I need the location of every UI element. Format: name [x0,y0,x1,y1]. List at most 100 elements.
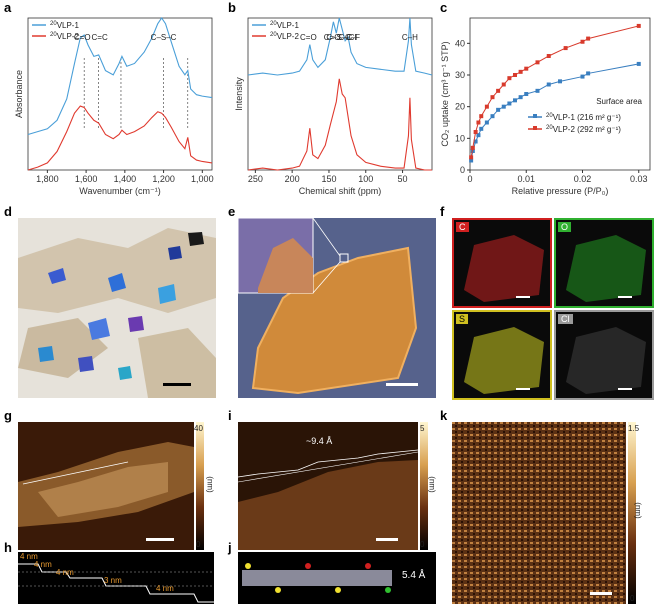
chart-c-co2-uptake: 0 0.01 0.02 0.03 0 10 20 30 40 Relative pressure … [440,17,651,196]
c-point-1 [496,107,501,112]
c-point-2 [546,54,551,58]
c-legend-title: Surface area [596,97,642,106]
step-4: 3 nm [104,576,122,585]
a-series-vlp-2 [27,105,213,171]
c-point-2 [535,60,540,65]
a-xlabel: Wavenumber (cm⁻¹) [79,186,160,196]
panel-label-h: h [4,540,12,555]
panel-g-afm-image [18,422,194,550]
c-point-1 [518,95,523,100]
b-legend-1: 20VLP-2 [270,32,299,41]
c-point-1 [473,139,478,144]
a-xtick-label: 1,400 [114,174,137,184]
a-xtick-label: 1,600 [75,174,98,184]
c-point-2 [496,88,501,93]
c-point-2 [501,82,506,87]
step-height-annotation: ~9.4 Å [306,436,333,446]
c-point-2 [476,120,481,125]
b-xtick-label: 100 [358,174,373,184]
scale-bar [376,538,398,541]
c-point-2 [470,145,475,150]
step-5: 4 nm [156,584,174,593]
panel-f-map-o: O [554,218,654,308]
panel-j-molecular-model: 5.4 Å [238,552,436,604]
panel-label-a: a [4,0,12,15]
c-point-1 [546,82,551,87]
a-xtick-label: 1,000 [191,174,214,184]
colorbar-k-min: 0 [630,594,635,603]
c-legend-1: 20VLP-2 (292 m² g⁻¹) [546,125,621,134]
b-series-vlp-1 [247,17,433,76]
c-point-2 [636,23,641,28]
c-xtick-label: 0.03 [630,174,648,184]
c-legend-0-marker [533,114,537,118]
panel-label-c: c [440,0,448,15]
map-label-c: C [456,222,469,232]
colorbar-g-min: 0 [196,540,201,549]
panel-label-j: j [228,540,232,555]
panel-f-map-c: C [452,218,552,308]
b-xtick-label: 200 [285,174,300,184]
layer-thickness-annotation: 5.4 Å [402,570,426,581]
map-label-s: S [456,314,469,324]
c-point-2 [507,76,512,81]
c-point-2 [586,36,591,41]
c-point-2 [479,114,484,119]
b-annotation: C–F [345,33,360,42]
scale-bar [146,538,174,541]
panel-f-map-s: S [452,310,552,400]
panel-label-i: i [228,408,232,423]
map-label-cl: Cl [558,314,573,324]
colorbar-i-min: 0 [420,540,425,549]
c-point-2 [563,46,568,51]
b-xtick-label: 250 [248,174,263,184]
c-point-1 [490,114,495,119]
c-point-2 [513,73,517,77]
b-ylabel: Intensity [234,77,244,111]
c-ytick-label: 0 [460,165,465,175]
c-point-1 [636,61,641,66]
step-3: 4 nm [56,568,74,577]
b-series-vlp-2 [247,78,432,171]
panel-d-optical-image [18,218,216,398]
panel-label-k: k [440,408,448,423]
c-legend-1-marker [533,126,537,130]
c-point-1 [535,88,540,93]
c-point-2 [518,69,523,74]
step-2: 4 nm [34,560,52,569]
chart-a-ftir: 1,800 1,600 1,400 1,200 1,000 Wavenumber (cm⁻… [14,17,214,196]
c-ytick-label: 30 [455,70,465,80]
map-label-o: O [558,222,572,232]
scale-bar [163,383,191,386]
c-ylabel: CO₂ uptake (cm³ g⁻¹ STP) [440,41,450,146]
c-ytick-label: 40 [455,38,465,48]
a-xtick-label: 1,800 [36,174,59,184]
panel-e-sem-image [238,218,436,398]
colorbar-g-unit: (nm) [205,476,215,493]
c-frame [469,17,651,171]
chart-b-nmr: 250 200 150 100 50 Chemical shift (ppm) Intens… [234,17,433,196]
colorbar-k-max: 1.5 [628,424,640,433]
colorbar-k-unit: (nm) [633,502,643,519]
a-annotation: C=C [92,33,108,42]
panel-label-g: g [4,408,12,423]
b-annotation: C–Cl [338,33,356,42]
a-frame [27,17,213,171]
c-point-1 [501,104,506,109]
colorbar-k [628,422,636,604]
b-xlabel: Chemical shift (ppm) [299,186,382,196]
colorbar-i-unit: (nm) [427,476,437,493]
scale-bar [590,592,612,595]
panel-f-map-cl: Cl [554,310,654,400]
a-series-vlp-1 [27,17,213,136]
b-annotation: C–S–C [326,33,352,42]
b-legend-0: 20VLP-1 [270,21,299,30]
a-annotation: C–S–C [151,33,177,42]
panel-k-afm-image [452,422,626,604]
step-1: 4 nm [20,552,38,561]
c-point-1 [524,92,529,96]
c-point-1 [476,133,481,138]
c-point-1 [484,120,489,125]
b-annotation: C=O [300,33,317,42]
c-point-1 [479,126,484,131]
